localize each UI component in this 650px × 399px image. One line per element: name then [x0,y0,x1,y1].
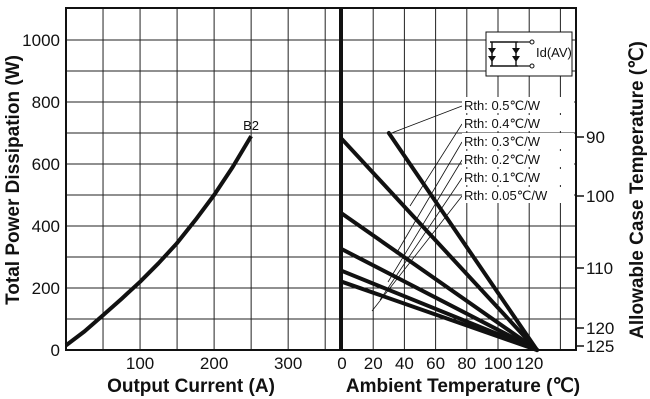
rth-series-label: Rth: 0.4℃/W [464,116,541,131]
rth-series-label: Rth: 0.05℃/W [464,188,548,203]
right-x-axis-title: Ambient Temperature (℃) [346,376,580,397]
rth-label-bg [462,97,574,113]
rth-label-bg [462,115,574,131]
rth-label-bg [462,187,574,203]
left-x-axis-title: Output Current (A) [107,376,275,397]
rth-leader-line [379,177,463,301]
right-series-line [340,137,539,352]
left-x-tick-label: 300 [274,354,302,373]
right-axis-tick-label: 120 [586,319,614,338]
left-grid [66,8,340,350]
right-series [340,131,539,352]
right-axis-tick-label: 100 [586,187,614,206]
left-series: B2 [64,118,259,347]
left-plot-frame [65,7,341,351]
inset-label: Id(AV) [536,45,572,60]
left-y-axis-title: Total Power Dissipation (W) [3,55,24,305]
right-plot-frame [341,7,577,351]
right-axis-tick-label: 125 [586,337,614,356]
right-series-line [340,279,539,352]
right-x-tick-label: 100 [484,354,512,373]
right-x-tick-label: 60 [426,354,445,373]
right-series-line [386,131,539,352]
rth-leader-line [395,141,463,255]
left-series-line [64,135,253,347]
left-tick-labels: 0 200 400 600 800 1000 100 200 300 [22,31,302,373]
right-x-tick-label: 0 [337,354,346,373]
right-series-line [340,211,539,352]
rth-label-bg [462,169,574,185]
rth-legend: Rth: 0.5℃/W Rth: 0.4℃/W Rth: 0.3℃/W Rth: 0.… [371,97,574,312]
right-axis-tick-label: 110 [586,259,613,278]
left-x-tick-label: 100 [126,354,154,373]
right-axis-tick-label: 90 [586,128,605,147]
right-series-line [340,247,539,352]
right-tick-labels: 0 20 40 60 80 100 120 [337,354,543,373]
rth-leader-line [387,159,463,283]
right-x-tick-label: 40 [395,354,414,373]
rth-label-bg [462,151,574,167]
rth-series-label: Rth: 0.1℃/W [464,170,541,185]
left-y-tick-label: 1000 [22,31,60,50]
right-x-tick-label: 80 [457,354,476,373]
left-y-tick-label: 800 [32,93,60,112]
rth-leader-line [388,105,463,135]
bridge-rectifier-icon [485,31,573,77]
left-y-tick-label: 0 [51,341,60,360]
left-y-tick-label: 200 [32,279,60,298]
rth-leader-line [371,195,463,312]
rth-label-bg [462,133,574,149]
left-series-label: B2 [243,118,259,133]
right-y-axis-title: Allowable Case Temperature (℃) [627,41,648,339]
right-x-tick-label: 120 [515,354,543,373]
left-y-tick-label: 600 [32,155,60,174]
right-x-tick-label: 20 [364,354,383,373]
rth-series-label: Rth: 0.2℃/W [464,152,541,167]
rth-leader-line [409,123,463,207]
rth-series-label: Rth: 0.3℃/W [464,134,541,149]
left-y-tick-label: 400 [32,217,60,236]
rth-series-label: Rth: 0.5℃/W [464,98,541,113]
left-x-tick-label: 200 [200,354,228,373]
